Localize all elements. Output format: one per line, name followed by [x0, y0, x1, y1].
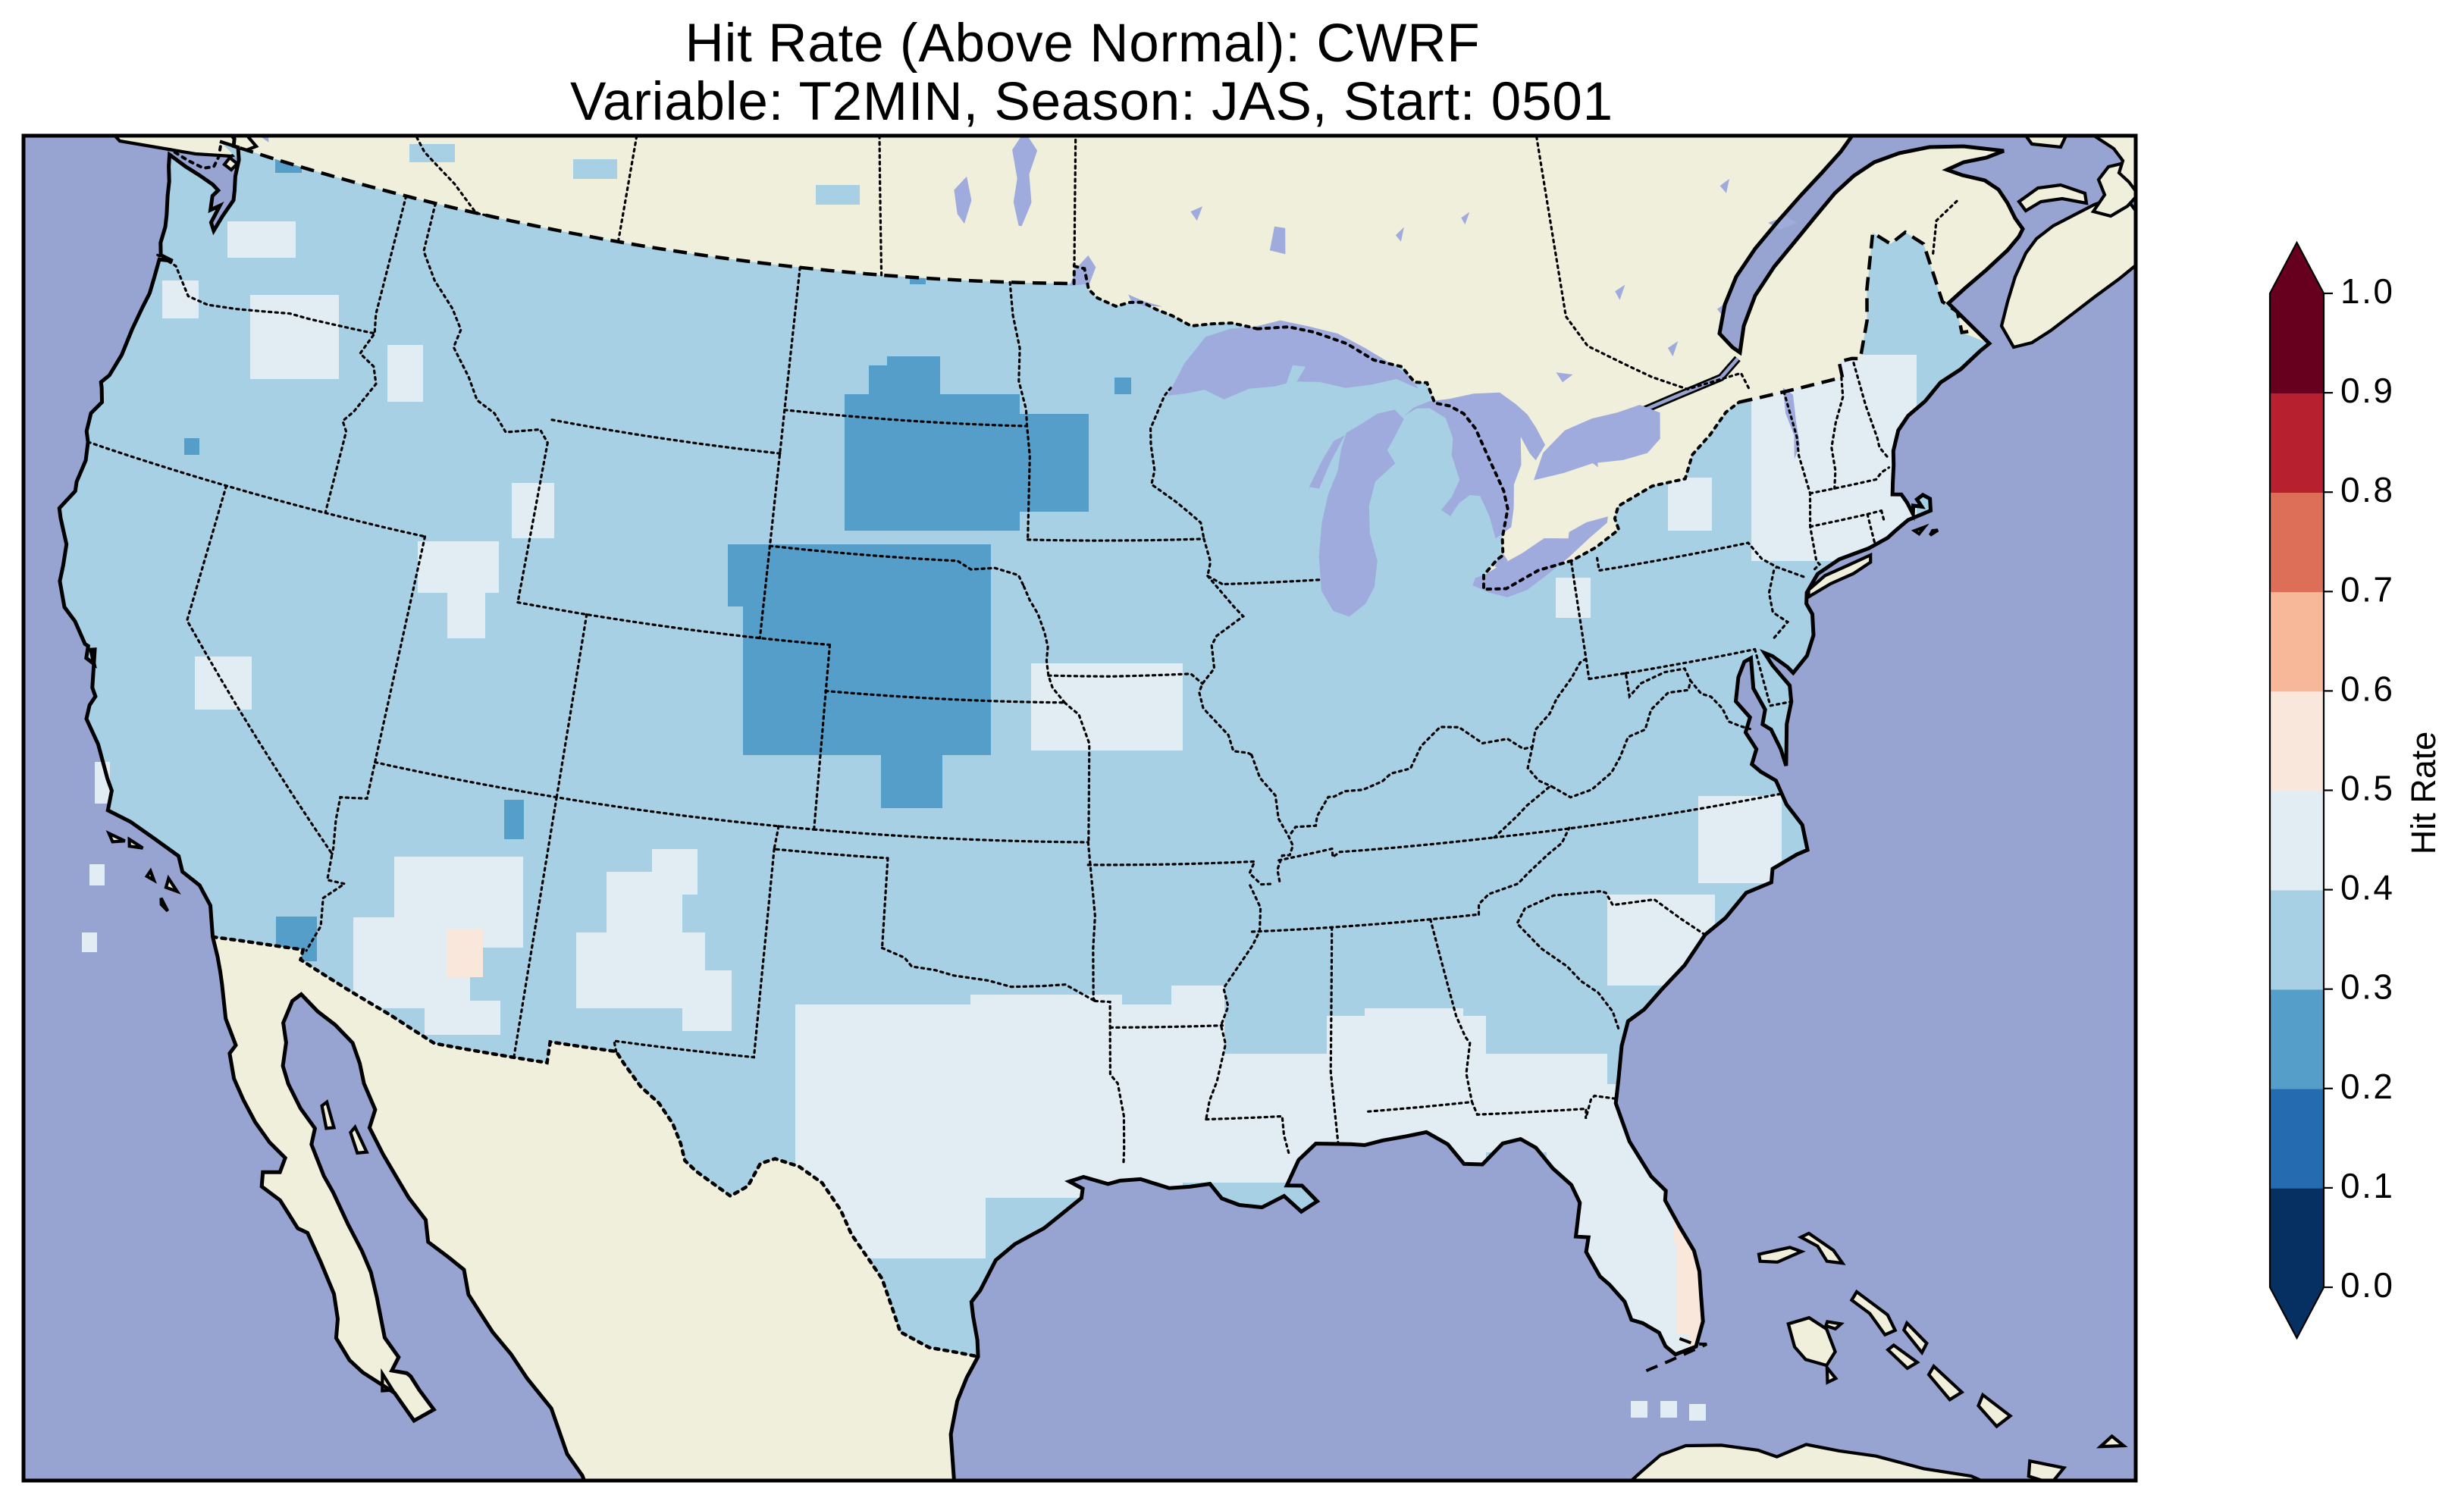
svg-text:0.9: 0.9: [2340, 371, 2394, 410]
svg-text:Hit Rate (Above Normal): CWRF: Hit Rate (Above Normal): CWRF: [685, 14, 1481, 74]
svg-text:0.0: 0.0: [2340, 1265, 2394, 1305]
svg-text:0.1: 0.1: [2340, 1166, 2394, 1205]
svg-text:Variable: T2MIN, Season: JAS,: Variable: T2MIN, Season: JAS, Start: 050…: [570, 72, 1613, 132]
svg-text:0.3: 0.3: [2340, 967, 2394, 1007]
svg-text:1.0: 1.0: [2340, 271, 2394, 311]
svg-text:0.5: 0.5: [2340, 769, 2394, 808]
svg-text:0.4: 0.4: [2340, 868, 2394, 907]
svg-text:0.8: 0.8: [2340, 470, 2394, 509]
svg-text:0.6: 0.6: [2340, 669, 2394, 708]
svg-text:0.2: 0.2: [2340, 1067, 2394, 1106]
svg-text:0.7: 0.7: [2340, 569, 2394, 609]
svg-text:Hit Rate: Hit Rate: [2404, 732, 2443, 855]
